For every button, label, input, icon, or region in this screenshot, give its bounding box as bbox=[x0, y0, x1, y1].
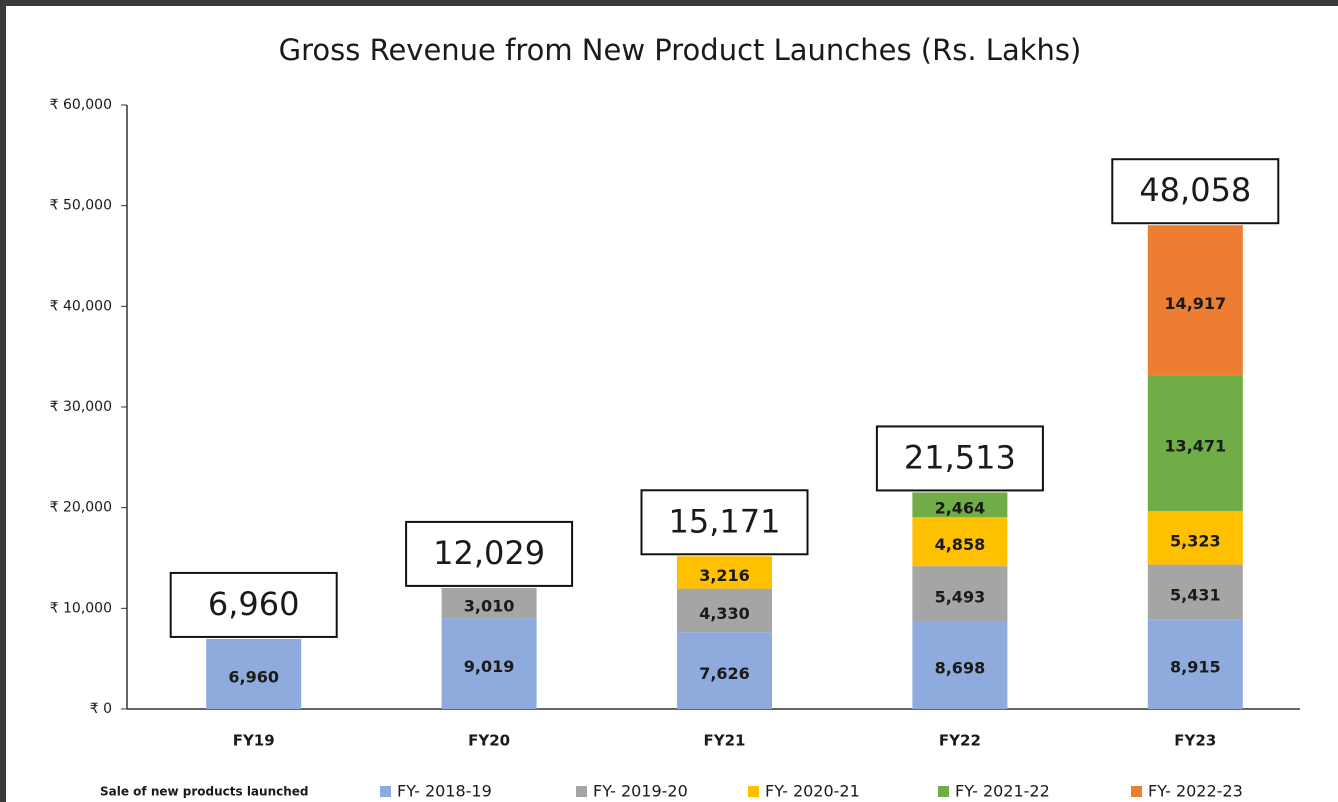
legend-label: FY- 2018-19 bbox=[397, 782, 492, 801]
total-box bbox=[405, 520, 574, 587]
bar-segment bbox=[441, 587, 537, 619]
top-border bbox=[0, 0, 1338, 6]
bar-segment bbox=[912, 566, 1008, 622]
x-tick-label: FY20 bbox=[468, 732, 510, 750]
legend-swatch bbox=[576, 786, 587, 797]
y-tick-label: ₹ 20,000 bbox=[50, 500, 112, 516]
data-label: 4,858 bbox=[935, 535, 986, 554]
total-label: 48,058 bbox=[1139, 171, 1251, 209]
legend-swatch bbox=[938, 786, 949, 797]
x-tick-label: FY22 bbox=[939, 732, 981, 750]
y-tick-label: ₹ 30,000 bbox=[50, 399, 112, 415]
total-label: 15,171 bbox=[669, 502, 781, 540]
bar-segment bbox=[912, 517, 1008, 567]
bar-segment bbox=[1147, 225, 1243, 376]
total-box bbox=[640, 489, 809, 556]
legend-title: Sale of new products launched bbox=[100, 785, 309, 799]
legend-swatch bbox=[1131, 786, 1142, 797]
total-label: 12,029 bbox=[433, 534, 545, 572]
data-label: 6,960 bbox=[228, 667, 279, 686]
y-tick-label: ₹ 10,000 bbox=[50, 600, 112, 616]
x-tick-label: FY23 bbox=[1174, 732, 1216, 750]
bar-segment bbox=[1147, 375, 1243, 511]
total-label: 6,960 bbox=[208, 585, 300, 623]
bar-segment bbox=[912, 492, 1008, 518]
total-label: 21,513 bbox=[904, 438, 1016, 476]
data-label: 14,917 bbox=[1164, 294, 1226, 313]
legend-label: FY- 2021-22 bbox=[955, 782, 1050, 801]
bar-segment bbox=[1147, 564, 1243, 620]
y-tick-label: ₹ 50,000 bbox=[50, 198, 112, 214]
x-tick-label: FY21 bbox=[704, 732, 746, 750]
data-label: 3,010 bbox=[464, 597, 515, 616]
data-label: 13,471 bbox=[1164, 437, 1226, 456]
legend-label: FY- 2019-20 bbox=[593, 782, 688, 801]
y-tick-label: ₹ 0 bbox=[90, 701, 112, 717]
data-label: 2,464 bbox=[935, 498, 986, 517]
bar-segment bbox=[677, 556, 772, 589]
legend-label: FY- 2020-21 bbox=[765, 782, 860, 801]
bar-segment bbox=[1147, 510, 1243, 565]
bar-segment bbox=[206, 638, 302, 709]
y-tick-label: ₹ 40,000 bbox=[50, 298, 112, 314]
data-label: 4,330 bbox=[699, 604, 750, 623]
chart-title: Gross Revenue from New Product Launches … bbox=[279, 33, 1082, 67]
data-label: 8,698 bbox=[935, 659, 986, 678]
data-label: 5,323 bbox=[1170, 531, 1221, 550]
total-box bbox=[169, 571, 338, 638]
legend-swatch bbox=[380, 786, 391, 797]
legend-label: FY- 2022-23 bbox=[1148, 782, 1243, 801]
legend-swatch bbox=[748, 786, 759, 797]
data-label: 3,216 bbox=[699, 566, 750, 585]
data-label: 5,493 bbox=[935, 587, 986, 606]
bar-segment bbox=[441, 618, 537, 709]
bar-segment bbox=[1147, 619, 1243, 709]
total-box bbox=[875, 425, 1044, 492]
data-label: 9,019 bbox=[464, 657, 515, 676]
data-label: 8,915 bbox=[1170, 658, 1221, 677]
bar-segment bbox=[912, 621, 1008, 709]
data-label: 7,626 bbox=[699, 664, 750, 683]
y-tick-label: ₹ 60,000 bbox=[50, 97, 112, 113]
bar-segment bbox=[677, 632, 772, 709]
left-border bbox=[0, 0, 6, 802]
total-box bbox=[1111, 158, 1280, 225]
bar-segment bbox=[677, 588, 772, 633]
x-tick-label: FY19 bbox=[233, 732, 275, 750]
data-label: 5,431 bbox=[1170, 585, 1221, 604]
